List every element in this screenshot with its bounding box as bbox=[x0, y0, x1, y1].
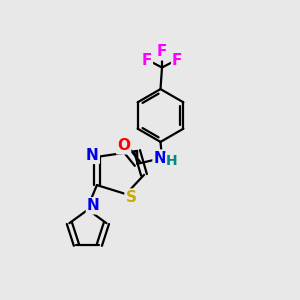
Text: O: O bbox=[117, 138, 130, 153]
Text: S: S bbox=[126, 190, 136, 205]
Text: N: N bbox=[154, 151, 166, 166]
Text: F: F bbox=[157, 44, 167, 59]
Text: F: F bbox=[172, 52, 182, 68]
Text: F: F bbox=[142, 52, 152, 68]
Text: N: N bbox=[86, 148, 99, 163]
Text: N: N bbox=[87, 198, 100, 213]
Text: H: H bbox=[166, 154, 178, 168]
